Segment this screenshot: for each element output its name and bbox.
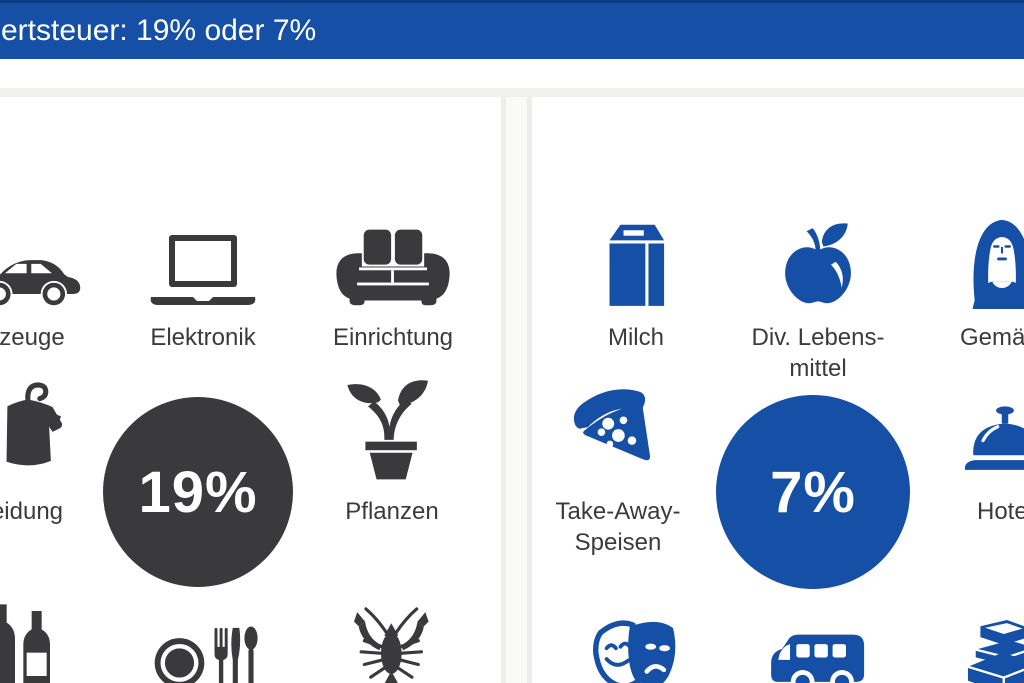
bus-icon: [768, 595, 872, 683]
item-takeaway: Take-Away- Speisen: [555, 371, 681, 558]
item-buecher: Büche: [957, 595, 1024, 683]
bottles-icon: [0, 595, 65, 683]
portrait-icon: [956, 217, 1024, 309]
potted-plant-icon: [344, 371, 440, 483]
background-band-top: [0, 88, 1024, 97]
restaurant-icon: [150, 595, 258, 683]
item-elektronik: Elektronik: [145, 217, 261, 353]
item-lebensmittel: Div. Lebens- mittel: [751, 217, 885, 384]
item-restaurantspeisen: Restaurant- speisen: [141, 595, 266, 683]
item-label: Gemäld: [959, 324, 1024, 351]
sofa-icon: [330, 217, 456, 309]
theater-masks-icon: [585, 595, 687, 683]
item-hotel: Hotel: [957, 371, 1024, 527]
item-einrichtung: Einrichtung: [330, 217, 456, 353]
item-label: Div. Lebens- mittel: [751, 324, 885, 382]
header-bar: ertsteuer: 19% oder 7%: [0, 0, 1024, 59]
page-title: ertsteuer: 19% oder 7%: [1, 14, 317, 47]
apple-icon: [777, 217, 858, 309]
item-getraenke: tränke: [0, 595, 65, 683]
item-milch: Milch: [600, 217, 672, 353]
item-label: Take-Away- Speisen: [555, 498, 681, 556]
laptop-icon: [145, 217, 261, 309]
milk-carton-icon: [600, 217, 672, 309]
item-label: rzeuge: [0, 324, 65, 351]
item-label: eidung: [0, 498, 64, 525]
item-gemaelde: Gemäld: [956, 217, 1024, 353]
panel-7-percent: Milch Div. Lebens- mittel: [527, 97, 1024, 683]
item-label: Pflanzen: [345, 498, 439, 525]
item-fahrzeuge: rzeuge: [0, 217, 87, 353]
rate-value: 7%: [770, 459, 856, 525]
hotel-bell-icon: [957, 371, 1024, 483]
item-label: Elektronik: [150, 324, 256, 351]
item-delikatessen: Delikatessen: [322, 595, 459, 683]
item-kultur: Kultur & Freizeit: [585, 595, 687, 683]
rate-circle-7: 7%: [716, 395, 910, 589]
lobster-icon: [345, 595, 437, 683]
clothing-hanger-icon: [0, 371, 75, 483]
panel-19-percent: rzeuge Elektronik: [0, 97, 506, 683]
item-pflanzen: Pflanzen: [344, 371, 440, 527]
rate-circle-19: 19%: [103, 397, 293, 587]
item-label: Milch: [607, 324, 664, 351]
item-label: Hotel: [976, 498, 1024, 525]
rate-value: 19%: [138, 459, 258, 525]
item-label: Einrichtung: [332, 324, 454, 351]
item-kleidung: eidung: [0, 371, 75, 527]
pizza-slice-icon: [568, 371, 668, 483]
item-nahverkehr: Tickets im Nahverkehr: [758, 595, 882, 683]
books-icon: [957, 595, 1024, 683]
car-icon: [0, 217, 87, 309]
